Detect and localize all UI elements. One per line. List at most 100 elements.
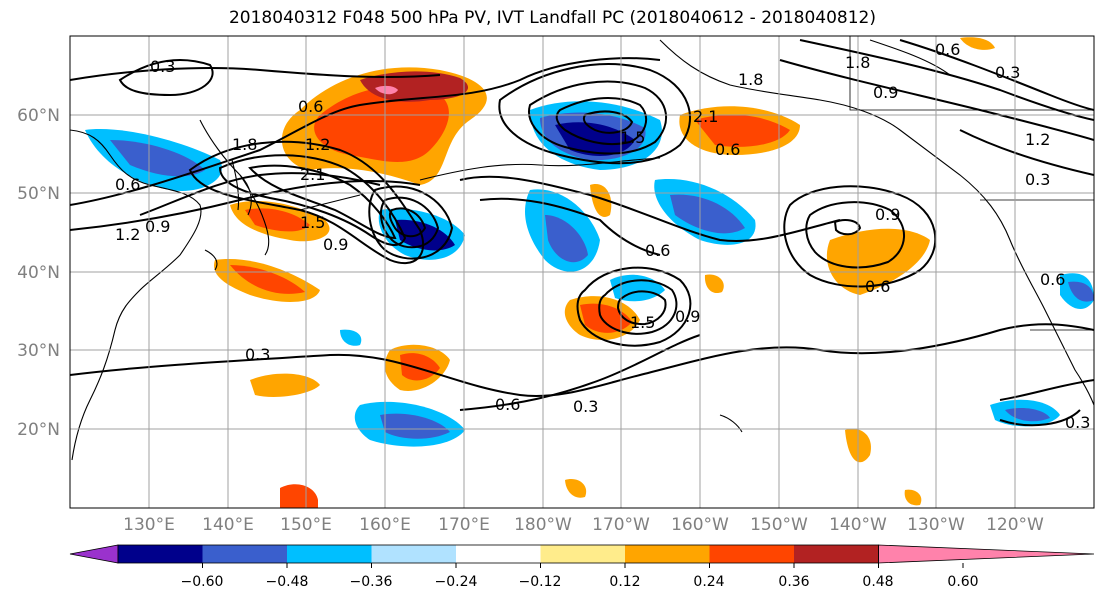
contour-labels: 0.3 0.6 1.8 1.2 2.1 1.5 0.9 0.6 1.2 0.9 …: [115, 40, 1090, 432]
contour-label-1-2-canada: 1.2: [1025, 130, 1050, 149]
lon-label-150e: 150°E: [280, 515, 332, 535]
coastline-japan: [239, 174, 270, 256]
lon-label-130w: 130°W: [907, 515, 965, 535]
contour-low-west-6: [368, 185, 454, 260]
lon-label-160w: 160°W: [671, 515, 729, 535]
gridlines: [70, 36, 1094, 508]
longitude-labels: 130°E 140°E 150°E 160°E 170°E 180°W 170°…: [123, 515, 1044, 535]
contour-label-0-6-west-coast: 0.6: [1040, 270, 1065, 289]
contour-label-0-3-baja: 0.3: [1065, 413, 1090, 432]
anomaly-positive-subtropics-core: [400, 353, 440, 381]
latitude-labels: 20°N 30°N 40°N 50°N 60°N: [17, 106, 60, 440]
colorbar-segment: [456, 545, 541, 563]
colorbar-tick-label: 0.60: [947, 574, 978, 590]
contour-1-2: [139, 172, 381, 216]
colorbar-segment: [202, 545, 287, 563]
contour-label-0-3-central: 0.3: [573, 397, 598, 416]
contour-label-1-8-alaska: 1.8: [738, 70, 763, 89]
contour-label-0-9-high: 0.9: [875, 205, 900, 224]
contour-label-0-6-cutoff: 0.6: [645, 241, 670, 260]
contour-label-1-8-northeast: 1.8: [845, 53, 870, 72]
contour-midlat: [459, 175, 841, 242]
coastline-aleutians: [419, 157, 661, 181]
lon-label-180w: 180°W: [514, 515, 572, 535]
anomaly-negative-central-pacific-core: [545, 215, 588, 263]
contour-northeast-2: [799, 39, 1094, 121]
colorbar-tick-label: −0.60: [181, 574, 224, 590]
coastlines: [70, 39, 1094, 461]
contour-northeast-4: [959, 129, 1094, 176]
contour-label-1-2-west: 1.2: [305, 135, 330, 154]
contour-label-0-6-high: 0.6: [865, 277, 890, 296]
contour-aleutian-4: [582, 110, 634, 134]
ivt-contours: [70, 39, 1094, 427]
contour-label-0-6-canada: 0.6: [935, 40, 960, 59]
contour-label-0-9-kamchatka: 0.9: [145, 217, 170, 236]
lon-label-130e: 130°E: [123, 515, 175, 535]
anomaly-negative-aleutian-core: [555, 122, 635, 156]
contour-label-0-9-northeast: 0.9: [873, 83, 898, 102]
anomaly-negative-kamchatka-core: [110, 140, 205, 177]
anomaly-negative-subtropics-core: [380, 413, 450, 439]
colorbar-segment: [371, 545, 456, 563]
coastline-canada-west: [869, 39, 951, 76]
contour-high-east-2: [805, 201, 905, 269]
contour-0-6-lower: [459, 334, 701, 411]
contour-aleutian-2: [528, 80, 668, 155]
contour-label-0-3-north: 0.3: [150, 57, 175, 76]
anomaly-positive-tropics-1: [565, 479, 587, 498]
contour-north-pacific: [70, 67, 441, 81]
coastline-hawaii: [719, 414, 743, 433]
colorbar-tick-label: 0.12: [609, 574, 640, 590]
contour-aleutian-3: [555, 97, 648, 146]
anomaly-positive-northeast-pacific: [826, 228, 930, 295]
lon-label-160e: 160°E: [359, 515, 411, 535]
colorbar-tick-marks: [202, 563, 964, 568]
contour-0-3: [70, 323, 1094, 397]
colorbar-extend-min: [69, 544, 119, 564]
contour-label-2-1-west: 2.1: [300, 165, 325, 184]
contour-aleutian-1: [498, 63, 691, 165]
contour-label-0-9-cutoff: 0.9: [675, 307, 700, 326]
contour-kamchatka-loop: [118, 59, 214, 97]
colorbar-tick-label: −0.24: [435, 574, 478, 590]
contour-label-0-6-subtropics: 0.6: [495, 395, 520, 414]
anomaly-negative-west-coast-core: [1068, 281, 1094, 302]
contour-low-west-5: [379, 196, 440, 249]
colorbar-tick-label: 0.36: [778, 574, 809, 590]
lon-label-170e: 170°E: [438, 515, 490, 535]
colorbar-segment: [709, 545, 794, 563]
anomaly-positive-hudson: [960, 37, 995, 50]
contour-label-0-3-coast: 0.3: [1025, 170, 1050, 189]
contour-high-east-3: [833, 219, 862, 236]
contour-north-central: [479, 197, 661, 256]
anomaly-positive-midlat-edge: [704, 274, 724, 294]
colorbar-segment: [794, 545, 879, 563]
lon-label-150w: 150°W: [750, 515, 808, 535]
border-alaska-canada: [849, 36, 1094, 111]
chart-title: 2018040312 F048 500 hPa PV, IVT Landfall…: [228, 8, 876, 28]
anomaly-positive-peak: [375, 85, 398, 95]
colorbar-tick-label: 0.48: [862, 574, 893, 590]
coastline-kamchatka: [199, 119, 252, 216]
colorbar-tick-label: 0.24: [693, 574, 724, 590]
anomaly-positive-alaska-core: [695, 114, 790, 147]
contour-0-6: [70, 57, 661, 206]
map-frame: [69, 35, 1095, 509]
contour-label-0-3-subtropics: 0.3: [245, 345, 270, 364]
contour-low-west-2: [218, 154, 407, 246]
colorbar-outline: [117, 544, 879, 564]
lon-label-170w: 170°W: [592, 515, 650, 535]
coastline-korea: [204, 249, 218, 271]
colorbar-tick-label: −0.12: [519, 574, 562, 590]
contour-label-1-2-kamchatka: 1.2: [115, 225, 140, 244]
anomaly-negative-west-trough-core: [395, 219, 455, 251]
contour-northeast-3: [899, 39, 1094, 111]
contour-high-east-1: [783, 185, 937, 288]
anomaly-positive-japan-sea-core: [314, 86, 449, 162]
contour-label-0-6-alaska: 0.6: [715, 140, 740, 159]
lat-label-40n: 40°N: [17, 263, 60, 283]
contour-cutoff-1: [576, 266, 692, 347]
colorbar-segments: [69, 544, 1095, 564]
colorbar-segment: [287, 545, 372, 563]
